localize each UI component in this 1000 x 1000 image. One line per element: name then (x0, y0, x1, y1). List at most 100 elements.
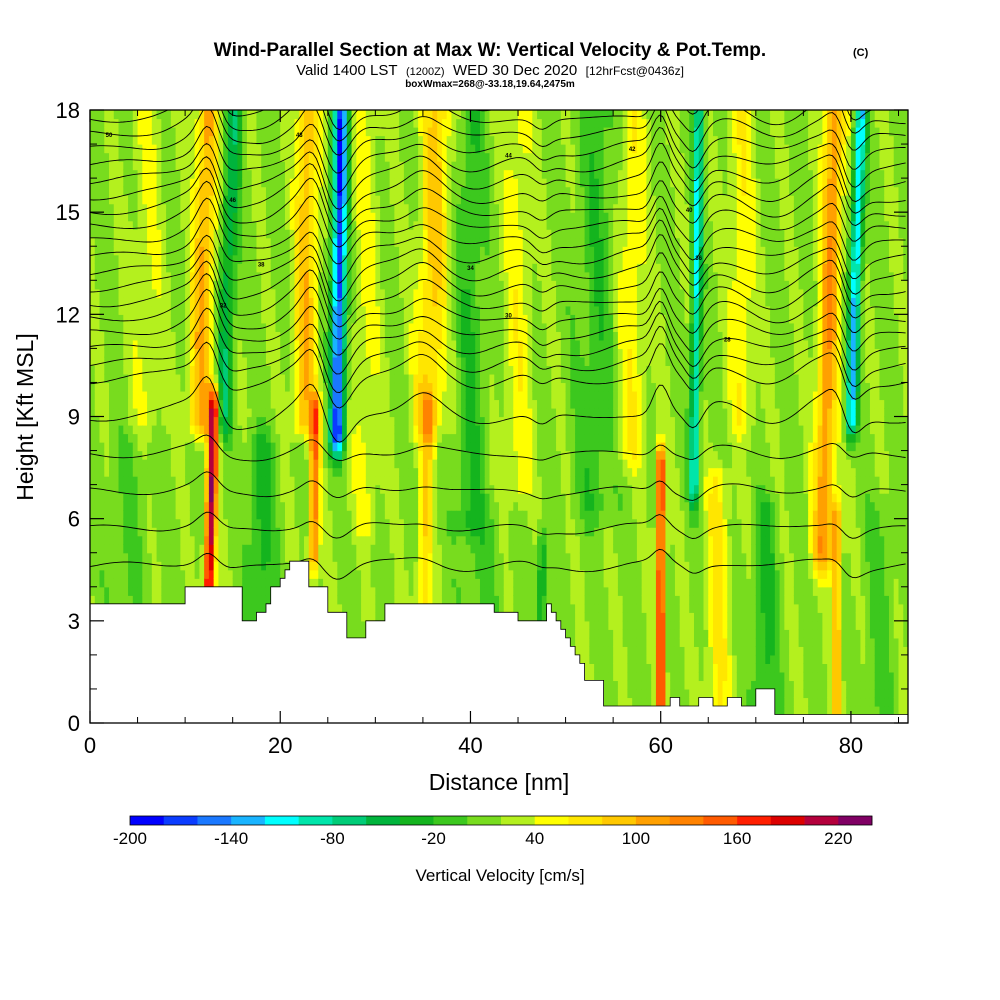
velocity-cell (408, 254, 414, 264)
velocity-cell (109, 305, 115, 315)
velocity-cell (375, 501, 381, 511)
velocity-cell (156, 297, 162, 307)
velocity-cell (284, 399, 291, 409)
velocity-cell (327, 356, 334, 367)
velocity-cell (294, 203, 300, 213)
velocity-cell (237, 110, 243, 120)
velocity-cell (132, 118, 139, 128)
velocity-cell (242, 578, 248, 588)
velocity-cell (275, 280, 281, 290)
velocity-cell (128, 314, 134, 324)
velocity-cell (351, 629, 357, 639)
velocity-cell (156, 595, 162, 605)
velocity-cell (256, 390, 262, 401)
velocity-cell (356, 322, 362, 332)
velocity-cell (213, 425, 220, 435)
velocity-cell (118, 595, 124, 605)
velocity-cell (132, 586, 139, 596)
velocity-cell (118, 373, 124, 384)
velocity-cell (251, 237, 258, 247)
velocity-cell (118, 161, 124, 171)
velocity-cell (394, 203, 400, 213)
velocity-cell (123, 569, 129, 579)
velocity-cell (261, 144, 267, 154)
velocity-cell (218, 416, 224, 426)
velocity-cell (151, 390, 158, 401)
velocity-cell (128, 169, 134, 179)
velocity-cell (342, 152, 348, 162)
velocity-cell (261, 450, 267, 460)
velocity-cell (237, 152, 243, 162)
velocity-cell (189, 178, 196, 188)
velocity-cell (123, 356, 129, 367)
velocity-cell (161, 373, 167, 384)
velocity-cell (261, 578, 267, 588)
velocity-cell (151, 212, 158, 222)
velocity-cell (327, 595, 334, 605)
velocity-cell (394, 152, 400, 162)
velocity-cell (147, 399, 153, 409)
velocity-cell (370, 459, 376, 469)
velocity-cell (189, 561, 196, 571)
velocity-cell (261, 203, 267, 213)
velocity-cell (270, 407, 277, 418)
velocity-cell (156, 535, 162, 545)
velocity-cell (342, 373, 348, 384)
velocity-cell (90, 288, 96, 298)
velocity-cell (284, 476, 291, 486)
velocity-cell (356, 110, 362, 120)
velocity-cell (265, 390, 272, 401)
velocity-cell (394, 578, 400, 588)
velocity-cell (346, 612, 353, 622)
velocity-cell (246, 544, 253, 554)
velocity-cell (308, 561, 315, 571)
velocity-cell (237, 271, 243, 281)
velocity-cell (223, 407, 229, 418)
velocity-cell (99, 407, 105, 418)
velocity-cell (289, 535, 296, 545)
velocity-cell (246, 186, 253, 196)
velocity-cell (299, 314, 305, 324)
velocity-cell (380, 416, 386, 426)
velocity-cell (137, 578, 143, 588)
velocity-cell (265, 212, 272, 222)
velocity-cell (365, 229, 372, 239)
velocity-cell (342, 518, 348, 528)
velocity-cell (99, 518, 105, 528)
velocity-cell (318, 459, 324, 469)
velocity-cell (289, 314, 296, 324)
velocity-cell (365, 595, 372, 605)
velocity-cell (132, 450, 139, 460)
velocity-cell (213, 110, 220, 120)
velocity-cell (294, 535, 300, 545)
velocity-cell (128, 322, 134, 332)
velocity-cell (251, 433, 258, 443)
velocity-cell (223, 288, 229, 298)
velocity-cell (418, 569, 424, 579)
velocity-cell (394, 518, 400, 528)
velocity-cell (104, 254, 110, 264)
velocity-cell (375, 544, 381, 554)
velocity-cell (90, 246, 96, 256)
velocity-cell (156, 314, 162, 324)
velocity-cell (403, 416, 410, 426)
velocity-cell (294, 416, 300, 426)
velocity-cell (346, 110, 353, 120)
velocity-cell (132, 288, 139, 298)
velocity-cell (323, 552, 329, 562)
velocity-cell (403, 237, 410, 247)
velocity-cell (113, 254, 120, 264)
velocity-cell (104, 535, 110, 545)
velocity-cell (365, 382, 372, 392)
velocity-cell (280, 220, 286, 230)
velocity-cell (337, 442, 343, 452)
velocity-cell (256, 229, 262, 239)
velocity-cell (151, 450, 158, 460)
velocity-cell (394, 569, 400, 579)
velocity-cell (132, 578, 139, 588)
velocity-cell (118, 382, 124, 392)
velocity-cell (94, 271, 101, 281)
velocity-cell (275, 118, 281, 128)
velocity-cell (90, 569, 96, 579)
velocity-cell (123, 331, 129, 341)
